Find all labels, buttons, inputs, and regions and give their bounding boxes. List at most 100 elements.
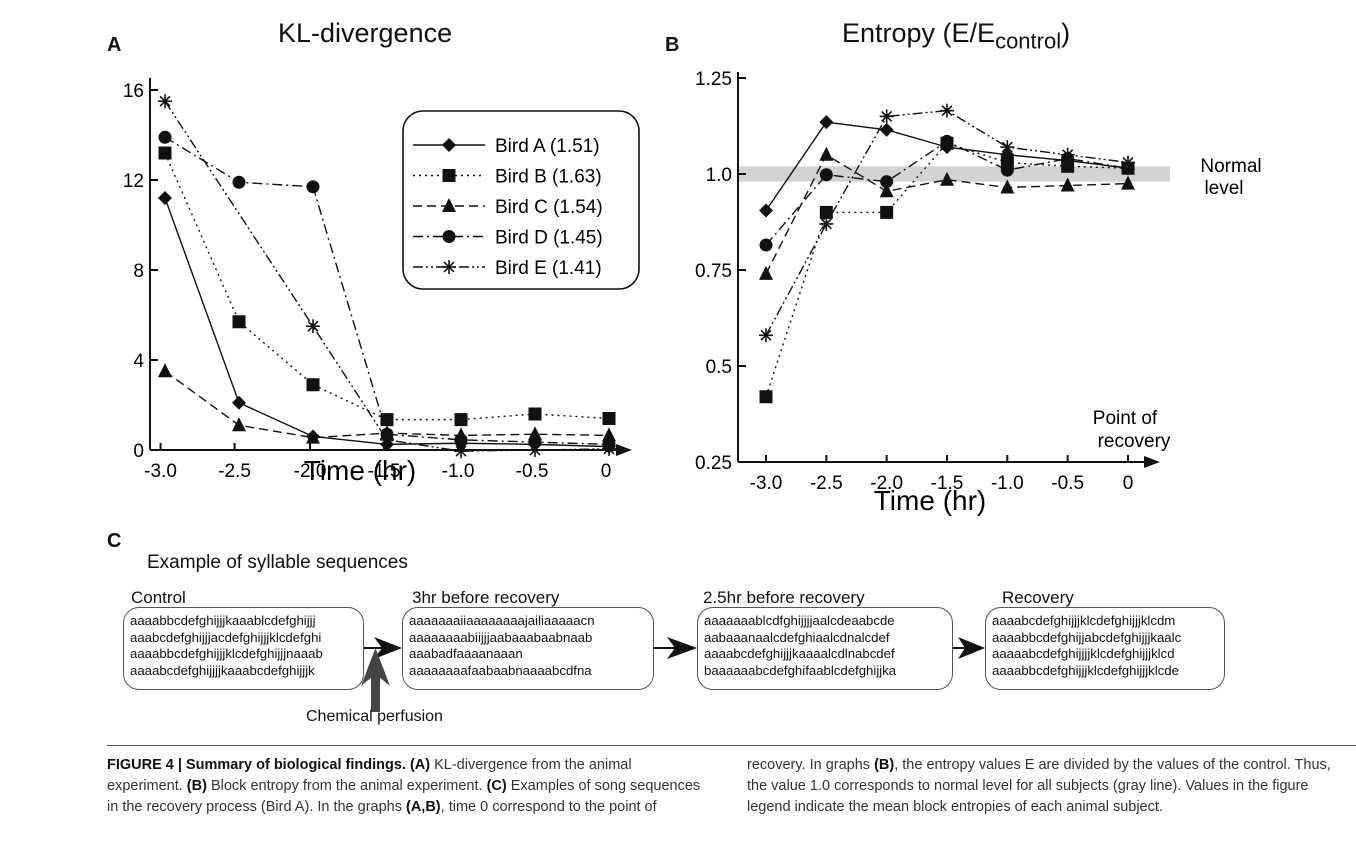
chart-b-y-tick-label: 0.5	[706, 357, 732, 378]
chart-a-data-point-1	[158, 191, 172, 205]
chart-a-x-tick-label: -2.5	[218, 461, 251, 482]
legend-marker-3	[442, 198, 456, 212]
panel-a-title: KL-divergence	[278, 18, 453, 48]
seq-line: aaaaaaablcdfghijjjjaalcdeaabcde	[704, 613, 895, 628]
panel-b-letter: B	[665, 34, 680, 56]
seq-box-recovery: aaaabcdefghijjjklcdefghijjjklcdm aaaabbc…	[985, 607, 1225, 690]
caption-ref-b: (B)	[186, 778, 207, 794]
chart-b-data-point-4	[880, 175, 894, 189]
caption-text-c: Examples of song sequences in the recove…	[107, 778, 701, 815]
chart-a-data-point-1	[232, 395, 246, 410]
arrow-3hr-to-2-5hr	[654, 637, 697, 659]
seq-line: aaaabbcdefghijjjkaaablcdefghijjj	[130, 613, 316, 628]
caption-title: FIGURE 4 | Summary of biological finding…	[107, 757, 406, 773]
seq-line: aaaaaaaafaabaabnaaaabcdfna	[409, 662, 592, 678]
caption-text-ab: , time 0 correspond to the point of reco…	[440, 757, 875, 815]
chart-b-data-point-4	[819, 168, 833, 182]
figure-caption: FIGURE 4 | Summary of biological finding…	[107, 755, 1347, 818]
chart-b-x-axis-arrowhead	[1144, 456, 1160, 468]
chart-b-data-point-5	[879, 109, 894, 124]
chart-b-data-point-5	[819, 216, 834, 231]
chart-a-x-tick-label: -1.5	[368, 461, 401, 482]
chart-b-x-tick-label: 0	[1123, 473, 1134, 494]
chemical-perfusion-arrow	[361, 648, 390, 712]
seq-line: aaaabcdefghijjjjkaaabcdefghijjjk	[130, 662, 315, 678]
seq-line: aaaaaaaabiijjjaabaaabaabnaab	[409, 629, 593, 645]
chart-a-data-point-3	[158, 363, 172, 378]
caption-ref-b2: (B)	[874, 757, 895, 773]
kl-divergence-chart: 0 4 8 12 16 -3.0 -2.5 -2.0 -1.5 -1.0 -0.5 0 Time (h…	[123, 78, 640, 486]
legend-label-1: Bird A (1.51)	[495, 136, 600, 157]
chart-b-data-point-5	[759, 328, 773, 343]
chart-a-y-tick-label: 4	[133, 351, 144, 372]
chart-b-data-point-3	[819, 146, 834, 161]
chart-a-data-point-4	[306, 180, 320, 194]
legend-marker-1	[442, 138, 456, 152]
chart-b-data-point-4	[759, 238, 773, 252]
chart-a-x-tick-label: -1.0	[442, 461, 475, 482]
chart-a-data-point-5	[602, 441, 616, 456]
chart-b-data-point-2	[880, 205, 894, 219]
chart-a-x-tick-label: -0.5	[516, 461, 549, 482]
chart-a-x-tick-label: -3.0	[144, 461, 177, 482]
legend-label-5: Bird E (1.41)	[495, 258, 602, 279]
chart-a-y-tick-label: 16	[123, 81, 144, 102]
chart-a-data-point-2	[158, 146, 172, 160]
sequence-arrows	[361, 637, 985, 712]
chart-b-data-point-3	[1060, 177, 1075, 192]
legend-label-2: Bird B (1.63)	[495, 167, 602, 188]
legend-marker-2	[442, 169, 456, 182]
caption-text-end: , the entropy values E are divided by th…	[747, 757, 1331, 815]
chart-b-data-point-1	[819, 115, 834, 130]
panel-b-title-subscript: control	[995, 28, 1062, 54]
seq-box-3hr: aaaaaaaiiaaaaaaaajailiaaaaacn aaaaaaaabi…	[402, 607, 654, 690]
chart-a-legend: Bird A (1.51) Bird B (1.63) Bird C (1.54) B…	[402, 110, 640, 290]
seq-label-recovery: Recovery	[1002, 588, 1074, 607]
recovery-label-line1: Point of	[1093, 408, 1158, 429]
panel-c-letter: C	[107, 530, 122, 552]
seq-line: baaaaaabcdefghifaablcdefghijjka	[704, 662, 897, 678]
seq-label-2-5hr: 2.5hr before recovery	[703, 588, 865, 607]
chart-b-y-tick-label: 1.0	[706, 165, 732, 186]
chart-b-data-point-3	[879, 183, 894, 198]
seq-line: aaaaabcdefghijjjjklcdefghijjjklcd	[992, 646, 1175, 661]
legend-marker-4	[442, 230, 456, 243]
chart-b-y-tick-label: 0.25	[695, 453, 732, 474]
chart-b-y-tick-label: 0.75	[695, 261, 732, 282]
chart-b-data-point-5	[1121, 155, 1135, 170]
chart-b-data-point-1	[879, 122, 894, 137]
chart-b-y-tick-label: 1.25	[695, 69, 732, 90]
chart-b-data-point-2	[819, 205, 833, 219]
chart-b-data-point-2	[759, 390, 773, 404]
entropy-chart: 0.25 0.5 0.75 1.0 1.25 -3.0 -2.5 -2.0 -1.5 -1.0 -0…	[695, 69, 1262, 516]
chart-a-x-tick-label: -2.0	[294, 461, 327, 482]
arrow-2-5hr-to-recovery	[953, 637, 985, 659]
caption-ref-ab: (A,B)	[406, 799, 441, 815]
seq-box-2-5hr: aaaaaaablcdfghijjjjaalcdeaabcde aabaaana…	[697, 607, 953, 690]
chart-b-data-point-3	[1121, 175, 1135, 190]
seq-line: aabaaanaalcdefghiaalcdnalcdef	[704, 629, 890, 645]
legend-label-4: Bird D (1.45)	[495, 228, 603, 249]
panel-c-heading: Example of syllable sequences	[147, 552, 408, 573]
caption-rule	[107, 745, 1356, 746]
chart-a-data-point-4	[232, 175, 246, 189]
chart-a-y-tick-label: 0	[133, 441, 144, 462]
chart-a-y-tick-label: 12	[123, 171, 144, 192]
seq-box-control: aaaabbcdefghijjjkaaablcdefghijjj aaabcde…	[123, 607, 364, 690]
chart-a-data-point-2	[306, 378, 320, 392]
chart-a-data-point-3	[232, 417, 246, 432]
chart-b-x-tick-label: -2.0	[870, 473, 903, 494]
caption-ref-a: (A)	[409, 757, 431, 773]
chart-a-data-point-3	[306, 429, 320, 444]
chart-b-data-point-3	[940, 171, 954, 186]
panel-b-title-main: Entropy (E/E	[842, 18, 996, 48]
recovery-label-line2: recovery	[1098, 431, 1171, 452]
normal-level-label-line2: level	[1204, 178, 1243, 199]
normal-level-label-line1: Normal	[1200, 156, 1261, 177]
chart-b-data-point-3	[759, 265, 773, 280]
chart-a-x-axis-arrowhead	[616, 444, 632, 456]
chart-a-data-point-2	[602, 412, 616, 425]
seq-line: aaaaaaaiiaaaaaaaajailiaaaaacn	[409, 613, 595, 628]
chart-b-data-point-3	[1000, 179, 1015, 194]
legend-marker-5	[442, 260, 456, 274]
